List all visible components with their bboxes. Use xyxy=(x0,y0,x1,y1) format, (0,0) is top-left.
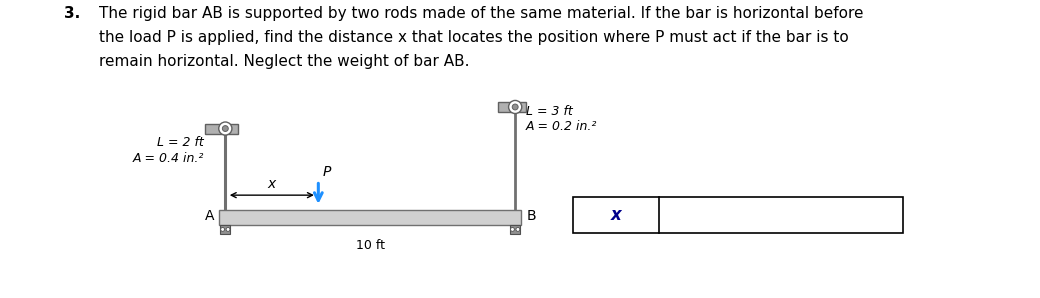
Bar xyxy=(498,103,526,112)
Text: L = 2 ft: L = 2 ft xyxy=(157,136,204,148)
Bar xyxy=(573,198,904,233)
Text: A = 0.4 in.²: A = 0.4 in.² xyxy=(132,153,204,165)
Text: 3.: 3. xyxy=(64,6,81,21)
Text: x: x xyxy=(610,206,621,224)
Text: The rigid bar AB is supported by two rods made of the same material. If the bar : The rigid bar AB is supported by two rod… xyxy=(99,6,863,69)
Circle shape xyxy=(516,227,520,231)
Bar xyxy=(511,225,520,234)
Text: B: B xyxy=(527,209,537,223)
Bar xyxy=(220,225,231,234)
Circle shape xyxy=(511,227,515,231)
Circle shape xyxy=(223,126,228,131)
Text: x: x xyxy=(267,176,276,190)
Circle shape xyxy=(220,227,225,231)
Text: A: A xyxy=(205,209,214,223)
Circle shape xyxy=(218,122,232,135)
Text: A = 0.2 in.²: A = 0.2 in.² xyxy=(526,120,597,133)
Text: P: P xyxy=(322,165,331,179)
Bar xyxy=(219,210,521,225)
Circle shape xyxy=(509,100,522,114)
Circle shape xyxy=(513,104,518,110)
Text: L = 3 ft: L = 3 ft xyxy=(526,105,573,118)
Circle shape xyxy=(226,227,230,231)
Text: 10 ft: 10 ft xyxy=(356,239,385,252)
Bar xyxy=(205,124,238,134)
